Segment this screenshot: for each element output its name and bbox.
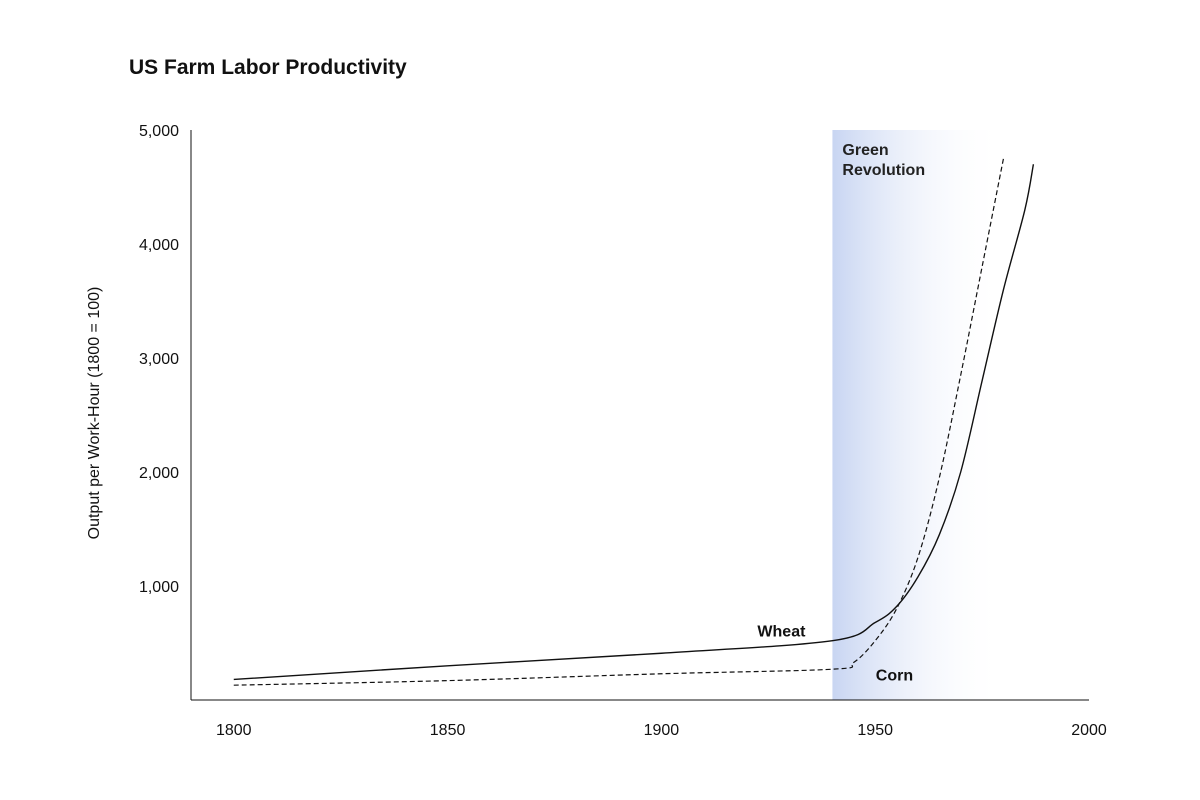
chart-title: US Farm Labor Productivity: [129, 56, 407, 79]
series-line-wheat: [233, 164, 1035, 681]
x-tick-label: 2000: [1071, 722, 1107, 739]
x-tick-label: 1800: [216, 722, 252, 739]
x-tick-label: 1850: [430, 722, 466, 739]
green-revolution-label-line-2: Revolution: [842, 162, 925, 179]
x-tick-label: 1900: [644, 722, 680, 739]
y-tick-label: 3,000: [139, 351, 179, 368]
y-tick-label: 5,000: [139, 123, 179, 140]
y-tick-label: 2,000: [139, 465, 179, 482]
y-tick-label: 1,000: [139, 579, 179, 596]
green-revolution-band: [832, 130, 1004, 700]
x-tick-labels: 1800 1850 1900 1950 2000: [216, 722, 1107, 739]
y-tick-label: 4,000: [139, 237, 179, 254]
y-axis-label: Output per Work-Hour (1800 = 100): [86, 287, 103, 540]
green-revolution-label: Green Revolution: [842, 142, 925, 179]
green-revolution-label-line-1: Green: [842, 142, 888, 159]
series-label-corn: Corn: [876, 667, 913, 684]
series-label-wheat: Wheat: [757, 624, 806, 641]
x-tick-label: 1950: [857, 722, 893, 739]
y-tick-labels: 1,000 2,000 3,000 4,000 5,000: [139, 123, 179, 596]
